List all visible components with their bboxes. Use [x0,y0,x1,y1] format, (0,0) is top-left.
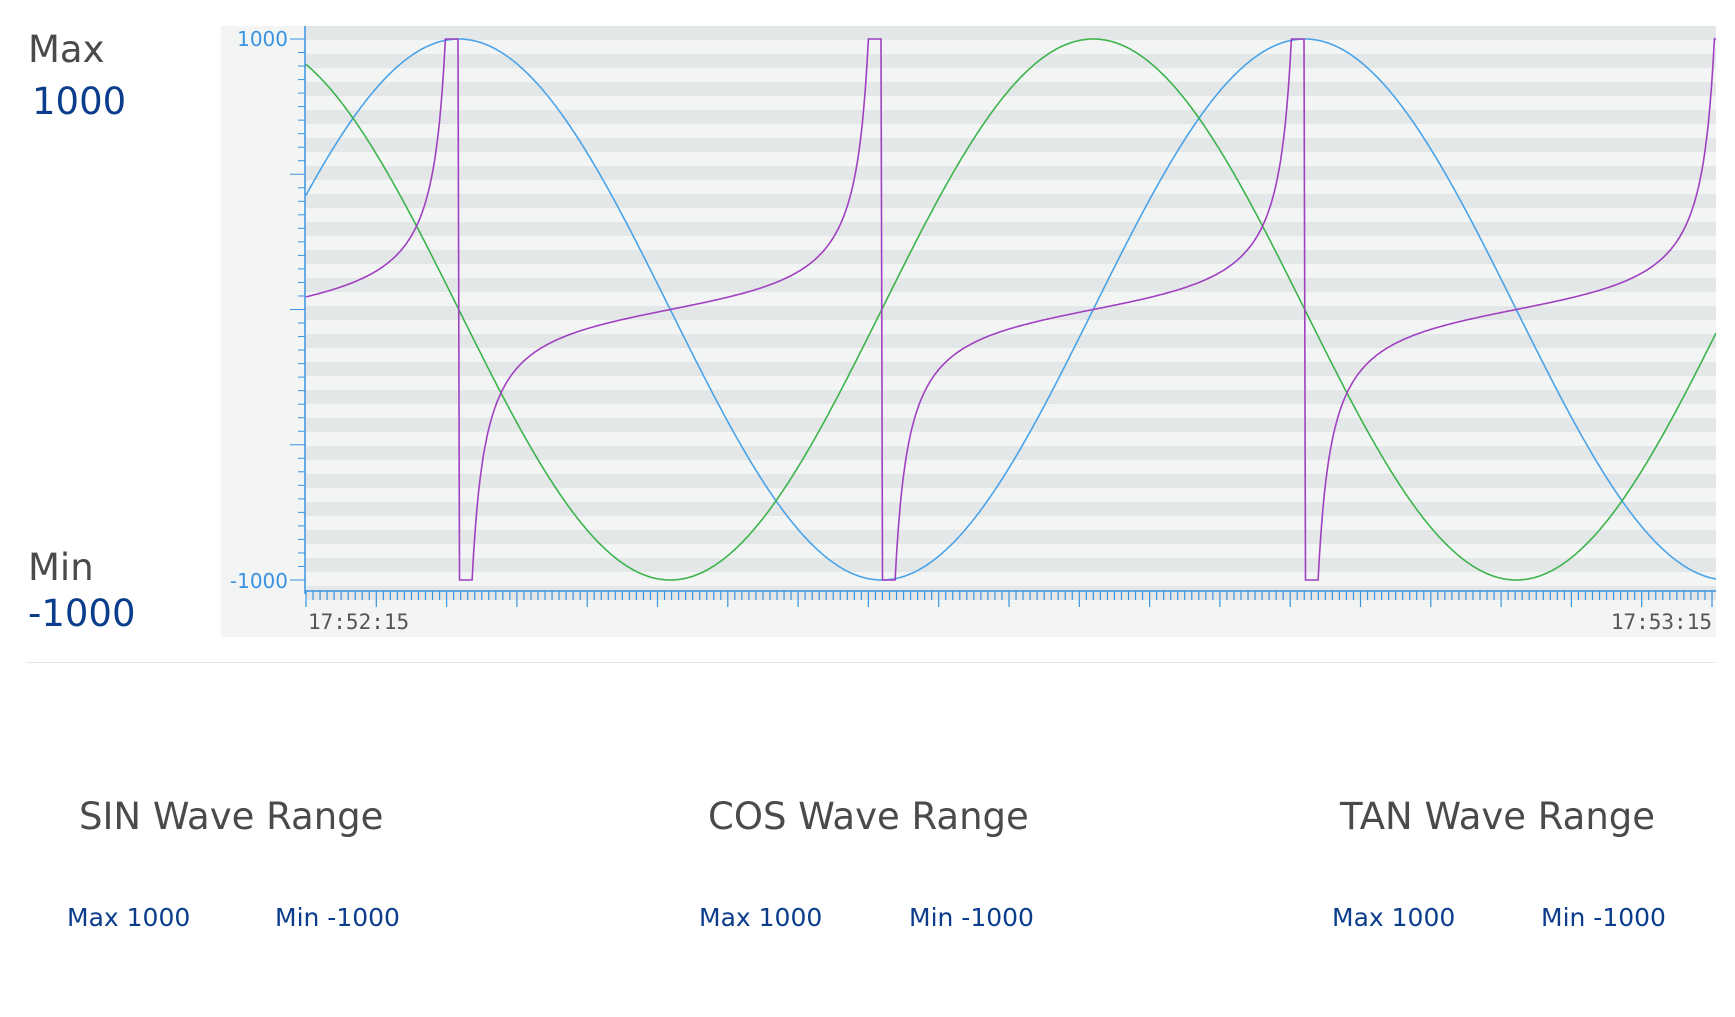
cos-series-line [305,38,1716,581]
y-tick-label-min: -1000 [230,569,288,593]
x-tick-label-end: 17:53:15 [1611,610,1712,634]
grid-band [306,166,1716,180]
grid-band [306,54,1716,68]
grid-band [306,474,1716,488]
series-lines [305,38,1716,581]
y-tick-label-max: 1000 [237,27,288,51]
grid-band [306,418,1716,432]
max-label: Max [28,28,105,71]
grid-band [306,138,1716,152]
grid-band [306,586,1716,600]
grid-band [306,250,1716,264]
min-value: -1000 [28,592,136,635]
tan-series-line [305,38,1716,581]
x-axis: 17:52:15 17:53:15 [305,590,1716,634]
sin-range-title: SIN Wave Range [79,795,384,838]
y-axis: 1000 -1000 [230,26,306,594]
grid-band [306,558,1716,572]
grid-band [306,26,1716,40]
grid-band [306,502,1716,516]
max-value: 1000 [32,80,127,123]
tan-range-title: TAN Wave Range [1340,795,1656,838]
grid-bands [306,26,1716,600]
cos-range-max: Max 1000 [699,903,823,932]
sin-range-max: Max 1000 [67,903,191,932]
grid-band [306,194,1716,208]
grid-band [306,278,1716,292]
divider [27,662,1715,663]
tan-range-min: Min -1000 [1541,903,1666,932]
grid-band [306,222,1716,236]
x-tick-label-start: 17:52:15 [308,610,409,634]
sin-range-min: Min -1000 [275,903,400,932]
grid-band [306,306,1716,320]
min-label: Min [28,546,94,589]
sin-series-line [305,38,1716,581]
tan-range-max: Max 1000 [1332,903,1456,932]
grid-band [306,530,1716,544]
grid-band [306,334,1716,348]
grid-band [306,110,1716,124]
grid-band [306,362,1716,376]
chart-panel: 1000 -1000 17:52:15 17:53:15 [221,26,1716,637]
grid-band [306,446,1716,460]
grid-band [306,390,1716,404]
cos-range-title: COS Wave Range [708,795,1029,838]
wave-chart: 1000 -1000 17:52:15 17:53:15 [230,26,1716,634]
cos-range-min: Min -1000 [909,903,1034,932]
